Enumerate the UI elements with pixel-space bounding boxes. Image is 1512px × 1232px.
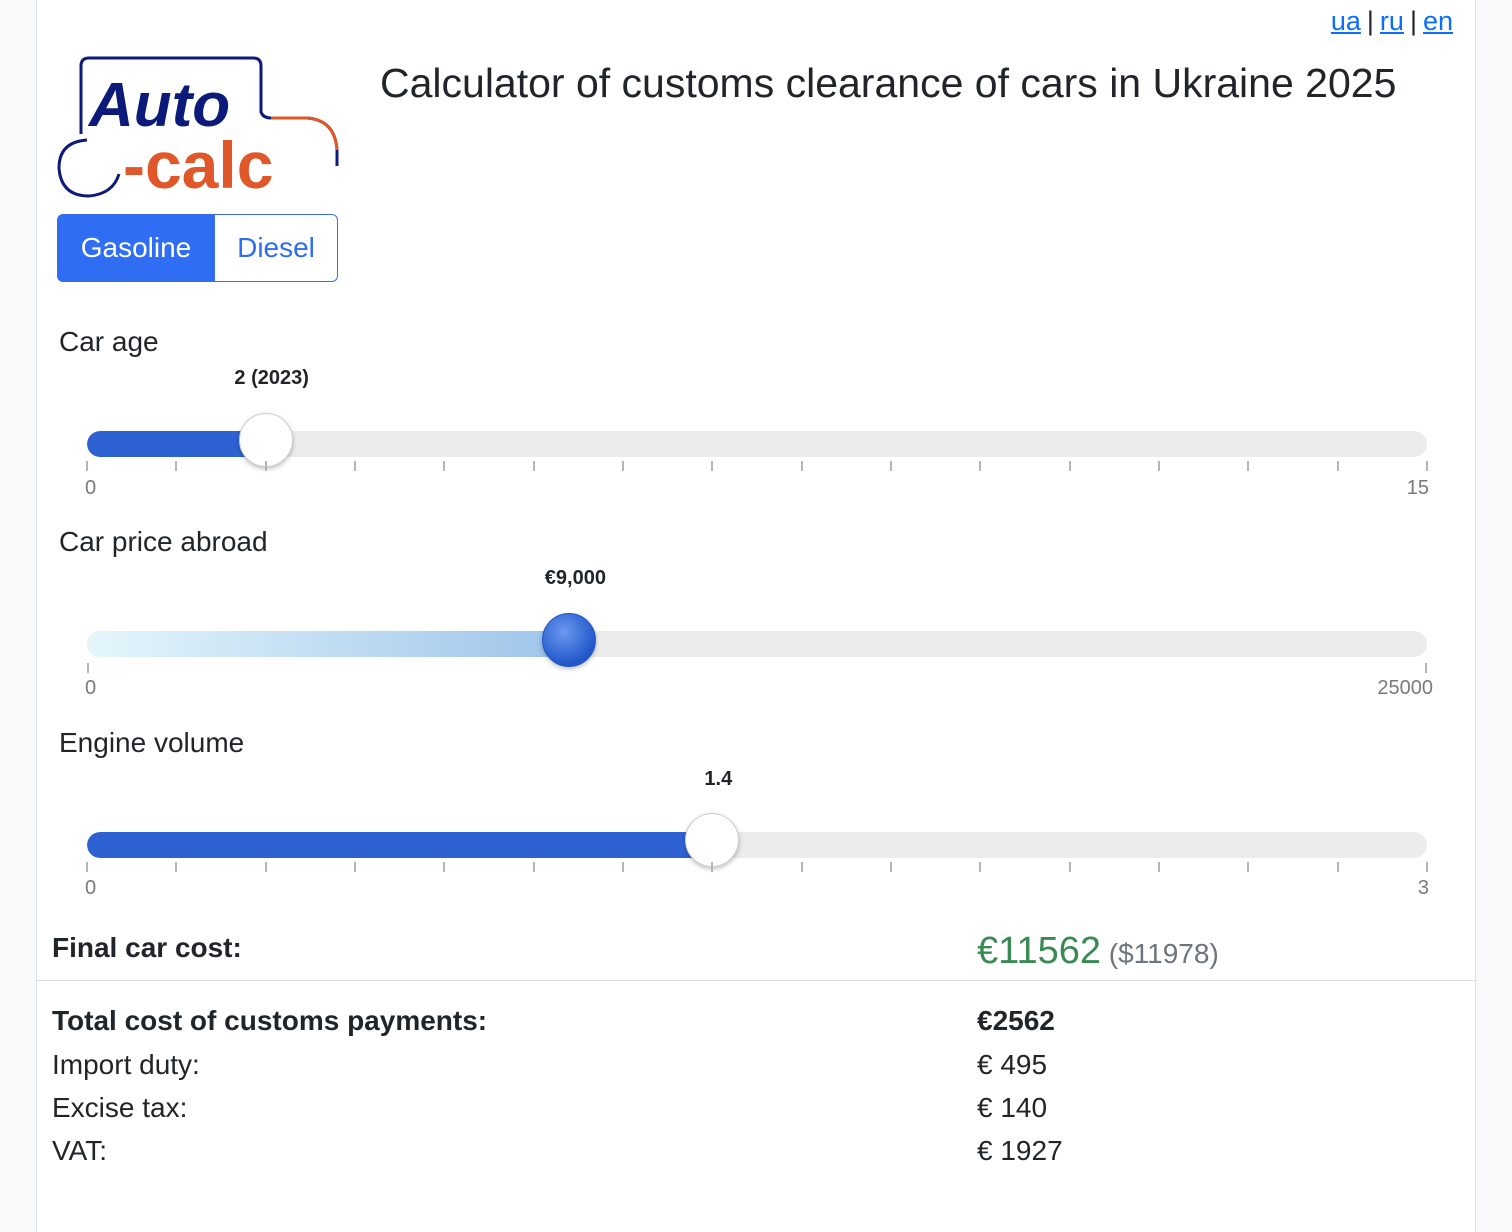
lang-separator: |	[1409, 6, 1417, 36]
auto-calc-logo: Auto -calc	[57, 56, 339, 200]
import-duty-row: Import duty: € 495	[52, 1049, 1462, 1081]
engine-tick	[354, 862, 356, 872]
engine-volume-handle[interactable]	[685, 813, 740, 867]
lang-ru-link[interactable]: ru	[1379, 6, 1404, 36]
car-age-track[interactable]	[87, 431, 1427, 457]
car-price-tick	[1425, 663, 1427, 673]
car-price-label: Car price abroad	[59, 526, 268, 557]
excise-tax-label: Excise tax:	[52, 1092, 188, 1123]
car-age-min-label: 0	[85, 477, 97, 499]
engine-tick	[86, 862, 88, 872]
language-switcher: ua | ru | en	[1331, 6, 1453, 37]
total-customs-row: Total cost of customs payments: €2562	[52, 1005, 1462, 1037]
age-tick	[532, 461, 535, 471]
engine-volume-value: 1.4	[704, 768, 733, 790]
final-cost-row: Final car cost: €11562 ($11978)	[52, 930, 1462, 972]
engine-tick	[264, 862, 267, 872]
engine-tick	[622, 862, 624, 872]
engine-volume-track[interactable]	[87, 832, 1427, 858]
car-age-value: 2 (2023)	[234, 367, 309, 389]
lang-separator: |	[1366, 6, 1374, 36]
car-price-track[interactable]	[87, 631, 1427, 657]
engine-tick	[800, 862, 803, 872]
final-cost-eur: €11562	[977, 930, 1101, 972]
age-tick	[890, 461, 892, 471]
age-tick	[800, 461, 803, 471]
age-tick	[1247, 461, 1250, 471]
engine-volume-fill	[87, 832, 713, 858]
age-tick	[354, 461, 356, 471]
total-customs-label: Total cost of customs payments:	[52, 1005, 488, 1036]
car-price-fill	[87, 631, 570, 657]
total-customs-value: €2562	[977, 1005, 1055, 1036]
vat-row: VAT: € 1927	[52, 1135, 1462, 1167]
age-tick	[443, 461, 446, 471]
age-tick	[1426, 461, 1428, 471]
age-tick	[175, 461, 178, 471]
engine-tick	[979, 862, 982, 872]
engine-volume-ticks	[86, 862, 1428, 872]
age-tick	[1158, 461, 1160, 471]
engine-tick	[1426, 862, 1428, 872]
page-title: Calculator of customs clearance of cars …	[380, 60, 1397, 106]
import-duty-label: Import duty:	[52, 1049, 200, 1080]
lang-en-link[interactable]: en	[1422, 6, 1453, 36]
excise-tax-row: Excise tax: € 140	[52, 1092, 1462, 1124]
car-price-value: €9,000	[544, 567, 606, 589]
lang-ua-link[interactable]: ua	[1330, 6, 1361, 36]
age-tick	[711, 461, 714, 471]
engine-tick	[532, 862, 535, 872]
final-cost-usd: ($11978)	[1108, 938, 1219, 969]
engine-tick	[890, 862, 892, 872]
engine-volume-label: Engine volume	[59, 727, 245, 758]
vat-value: € 1927	[977, 1135, 1063, 1166]
engine-volume-min-label: 0	[85, 877, 97, 899]
engine-tick	[1158, 862, 1160, 872]
engine-tick	[1068, 862, 1071, 872]
engine-tick	[443, 862, 446, 872]
logo-line1: Auto	[87, 71, 230, 140]
car-age-ticks	[86, 461, 1428, 471]
calculator-card: ua | ru | en Auto -calc Calculator of custom…	[36, 0, 1477, 1232]
fuel-type-toggle: Gasoline Diesel	[57, 214, 338, 282]
age-tick	[1336, 461, 1339, 471]
car-age-max-label: 15	[1406, 477, 1429, 499]
car-price-tick	[87, 663, 89, 673]
engine-tick	[175, 862, 178, 872]
engine-tick	[711, 862, 714, 872]
car-price-max-label: 25000	[1377, 677, 1433, 699]
gasoline-button[interactable]: Gasoline	[57, 214, 215, 282]
excise-tax-value: € 140	[977, 1092, 1048, 1123]
car-age-handle[interactable]	[238, 413, 293, 467]
diesel-button[interactable]: Diesel	[215, 214, 338, 282]
age-tick	[1068, 461, 1071, 471]
age-tick	[622, 461, 624, 471]
logo-line2: -calc	[123, 128, 273, 200]
results-divider	[37, 980, 1477, 981]
import-duty-value: € 495	[977, 1049, 1048, 1080]
car-age-fill	[87, 431, 266, 457]
engine-tick	[1336, 862, 1339, 872]
car-age-label: Car age	[59, 326, 159, 357]
age-tick	[264, 461, 267, 471]
engine-tick	[1247, 862, 1250, 872]
car-price-min-label: 0	[85, 677, 97, 699]
final-cost-value: €11562 ($11978)	[977, 930, 1219, 973]
vat-label: VAT:	[52, 1135, 107, 1166]
age-tick	[86, 461, 88, 471]
engine-volume-max-label: 3	[1417, 877, 1429, 899]
car-price-handle[interactable]	[542, 613, 597, 667]
age-tick	[979, 461, 982, 471]
final-cost-label: Final car cost:	[52, 932, 242, 963]
